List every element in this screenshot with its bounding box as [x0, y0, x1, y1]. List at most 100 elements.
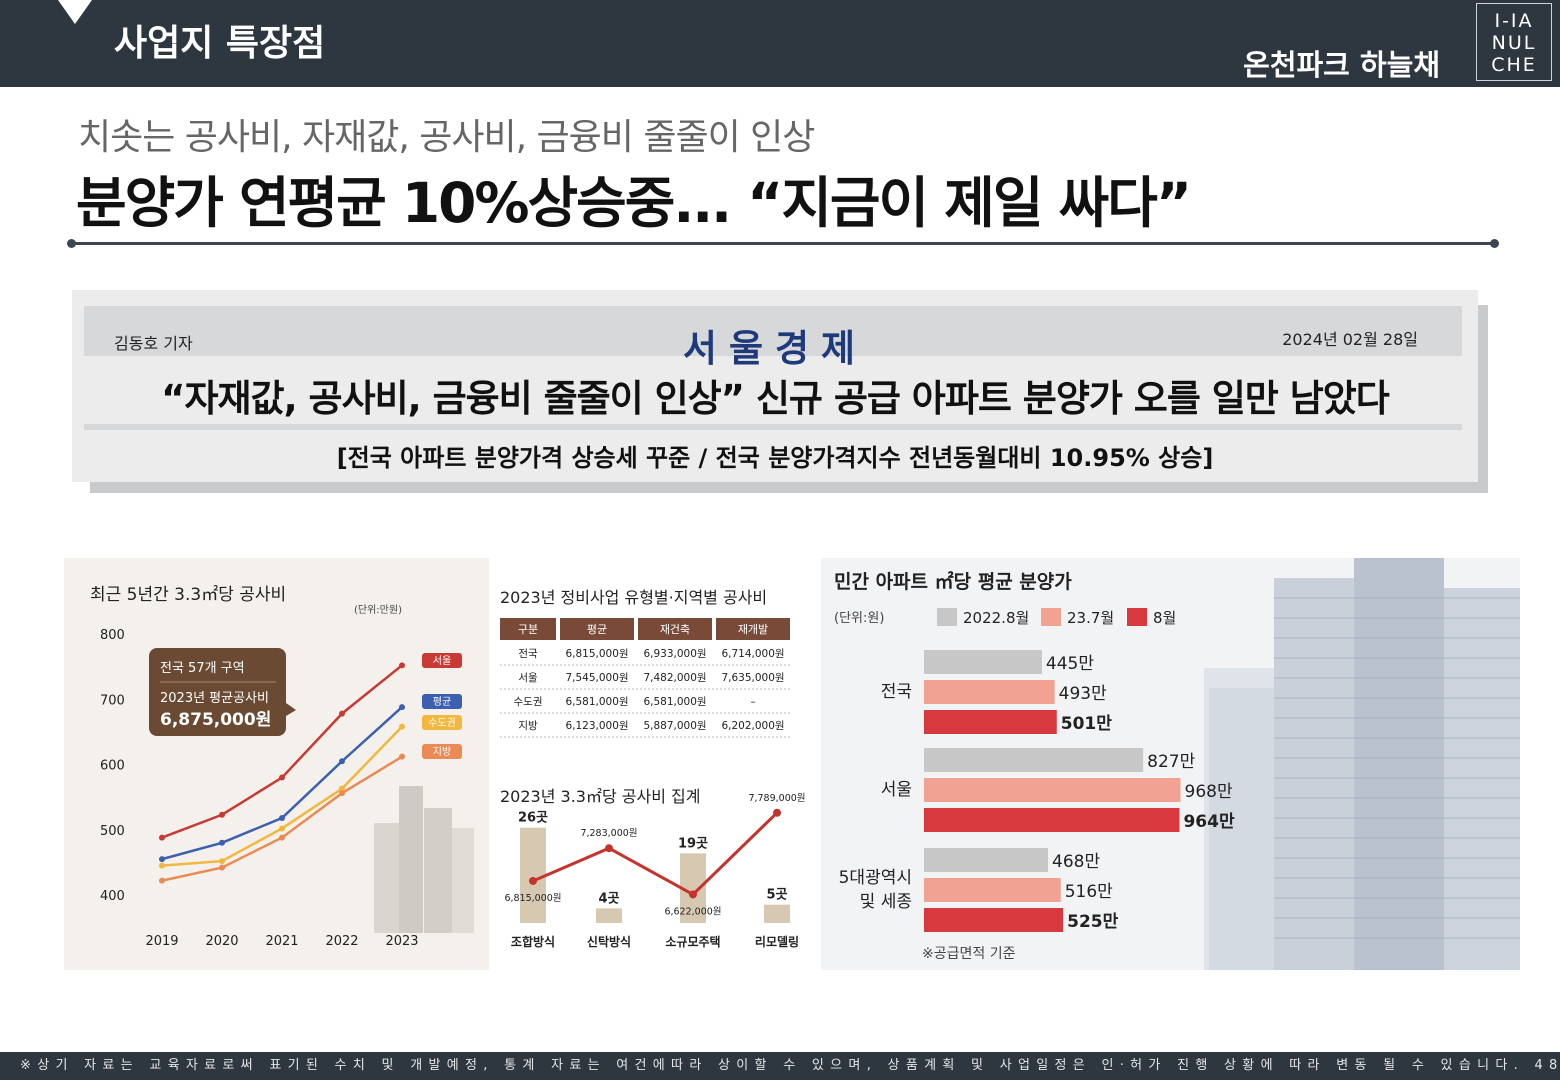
category-label: 전국 [881, 682, 912, 702]
news-reporter: 김동호 기자 [114, 334, 193, 353]
table-cell: – [750, 696, 755, 708]
section-marker-icon [58, 0, 92, 24]
building-tower [1444, 588, 1520, 970]
data-point [399, 723, 405, 730]
value-label: 445만 [1046, 654, 1094, 674]
building-decoration [424, 808, 452, 933]
cost-line [532, 811, 779, 897]
table-cell: 6,202,000원 [721, 720, 784, 732]
y-tick-label: 600 [100, 759, 125, 774]
charts-panel: 최근 5년간 3.3㎡당 공사비 (단위:만원) 800 700 600 500 400 20… [64, 558, 1520, 970]
value-bar [924, 710, 1057, 734]
table-cell: 5,887,000원 [643, 720, 706, 732]
callout-value: 6,875,000원 [160, 710, 271, 730]
data-point [159, 856, 165, 863]
table-cell: 수도권 [514, 696, 543, 708]
data-point [219, 864, 225, 871]
legend-swatch [1041, 608, 1061, 626]
bar-chart-note: ※공급면적 기준 [922, 946, 1016, 962]
table-header-label: 재건축 [660, 623, 690, 636]
building-tower [1274, 578, 1354, 970]
combo-chart-title: 2023년 3.3㎡당 공사비 집계 [500, 787, 700, 806]
category-label: 리모델링 [755, 934, 799, 949]
data-point [339, 710, 345, 717]
legend-tag [422, 744, 462, 759]
table-cell: 6,581,000원 [565, 696, 628, 708]
table-header-cell [716, 618, 790, 640]
news-masthead-band [84, 306, 1462, 356]
news-clipping: 김동호 기자 서울경제 2024년 02월 28일 “자재값, 공사비, 금융비… [72, 290, 1478, 482]
logo-line: NUL [1491, 32, 1537, 54]
table-header-label: 평균 [587, 623, 607, 636]
footer-disclaimer: ※상기 자료는 교육자료로써 표기된 수치 및 개발예정, 통계 자료는 여건에… [20, 1058, 1525, 1073]
callout-line-1: 전국 57개 구역 [160, 661, 245, 676]
value-bar [924, 778, 1181, 802]
table-cell: 전국 [518, 648, 538, 660]
table-cell: 7,482,000원 [643, 672, 706, 684]
y-tick-label: 500 [100, 824, 125, 839]
cost-point [773, 808, 781, 817]
data-point [339, 758, 345, 765]
project-name: 온천파크 하늘채 [1243, 48, 1440, 82]
count-bar [520, 827, 546, 923]
cost-label: 7,789,000원 [748, 793, 805, 804]
data-point [219, 858, 225, 865]
value-bar [924, 748, 1144, 772]
data-point [159, 877, 165, 884]
page-number: 48 [1534, 1058, 1560, 1073]
x-tick-label: 2020 [205, 934, 238, 949]
brand-logo: I-IA NUL CHE [1476, 3, 1552, 81]
data-point [219, 811, 225, 818]
value-label: 525만 [1067, 912, 1118, 932]
legend-label: 지방 [433, 746, 451, 758]
count-label: 19곳 [678, 836, 708, 851]
header-bar: 사업지 특장점 온천파크 하늘채 I-IA NUL CHE [0, 0, 1560, 87]
building-decoration [452, 828, 474, 933]
line-chart-title: 최근 5년간 3.3㎡당 공사비 [90, 585, 286, 605]
headline-subtitle: 치솟는 공사비, 자재값, 공사비, 금융비 줄줄이 인상 [78, 117, 815, 158]
callout-box [149, 648, 286, 736]
count-label: 5곳 [766, 888, 787, 903]
category-label: 신탁방식 [587, 934, 631, 949]
legend-label: 서울 [433, 655, 451, 667]
footer-bar: ※상기 자료는 교육자료로써 표기된 수치 및 개발예정, 통계 자료는 여건에… [0, 1052, 1560, 1080]
y-tick-label: 700 [100, 693, 125, 708]
legend-tag [422, 694, 462, 709]
data-point [399, 704, 405, 711]
table-title: 2023년 정비사업 유형별·지역별 공사비 [500, 588, 767, 607]
value-label: 827만 [1147, 752, 1195, 772]
value-label: 964만 [1183, 812, 1234, 832]
table-cell: 서울 [518, 672, 538, 684]
cost-point [529, 876, 537, 885]
cost-label: 6,622,000원 [664, 906, 721, 917]
value-bar [924, 908, 1064, 932]
value-bar [924, 848, 1049, 872]
data-point [279, 774, 285, 781]
table-header-cell [638, 618, 712, 640]
x-tick-label: 2022 [325, 934, 358, 949]
table-cell: 6,933,000원 [643, 648, 706, 660]
section-title: 사업지 특장점 [114, 23, 326, 64]
table-cell: 지방 [518, 720, 538, 732]
data-point [279, 815, 285, 822]
data-point [279, 825, 285, 832]
callout-line-2: 2023년 평균공사비 [160, 691, 269, 706]
data-point [399, 753, 405, 760]
headline-title: 분양가 연평균 10%상승중... “지금이 제일 싸다” [76, 171, 1192, 235]
news-subheadline: [전국 아파트 분양가격 상승세 꾸준 / 전국 분양가격지수 전년동월대비 1… [336, 444, 1214, 472]
callout-pointer [286, 703, 296, 716]
legend-label: 23.7월 [1067, 609, 1114, 627]
legend-swatch [937, 608, 957, 626]
table-header-label: 구분 [518, 623, 538, 636]
value-bar [924, 680, 1055, 704]
value-bar [924, 808, 1180, 832]
value-bar [924, 650, 1042, 674]
x-tick-label: 2019 [145, 934, 178, 949]
value-label: 968만 [1185, 782, 1233, 802]
legend-label: 평균 [433, 696, 451, 708]
category-label: 5대광역시 [839, 868, 912, 888]
building-tower [1209, 688, 1274, 970]
value-label: 493만 [1059, 684, 1107, 704]
data-point [159, 862, 165, 869]
x-tick-label: 2021 [265, 934, 298, 949]
